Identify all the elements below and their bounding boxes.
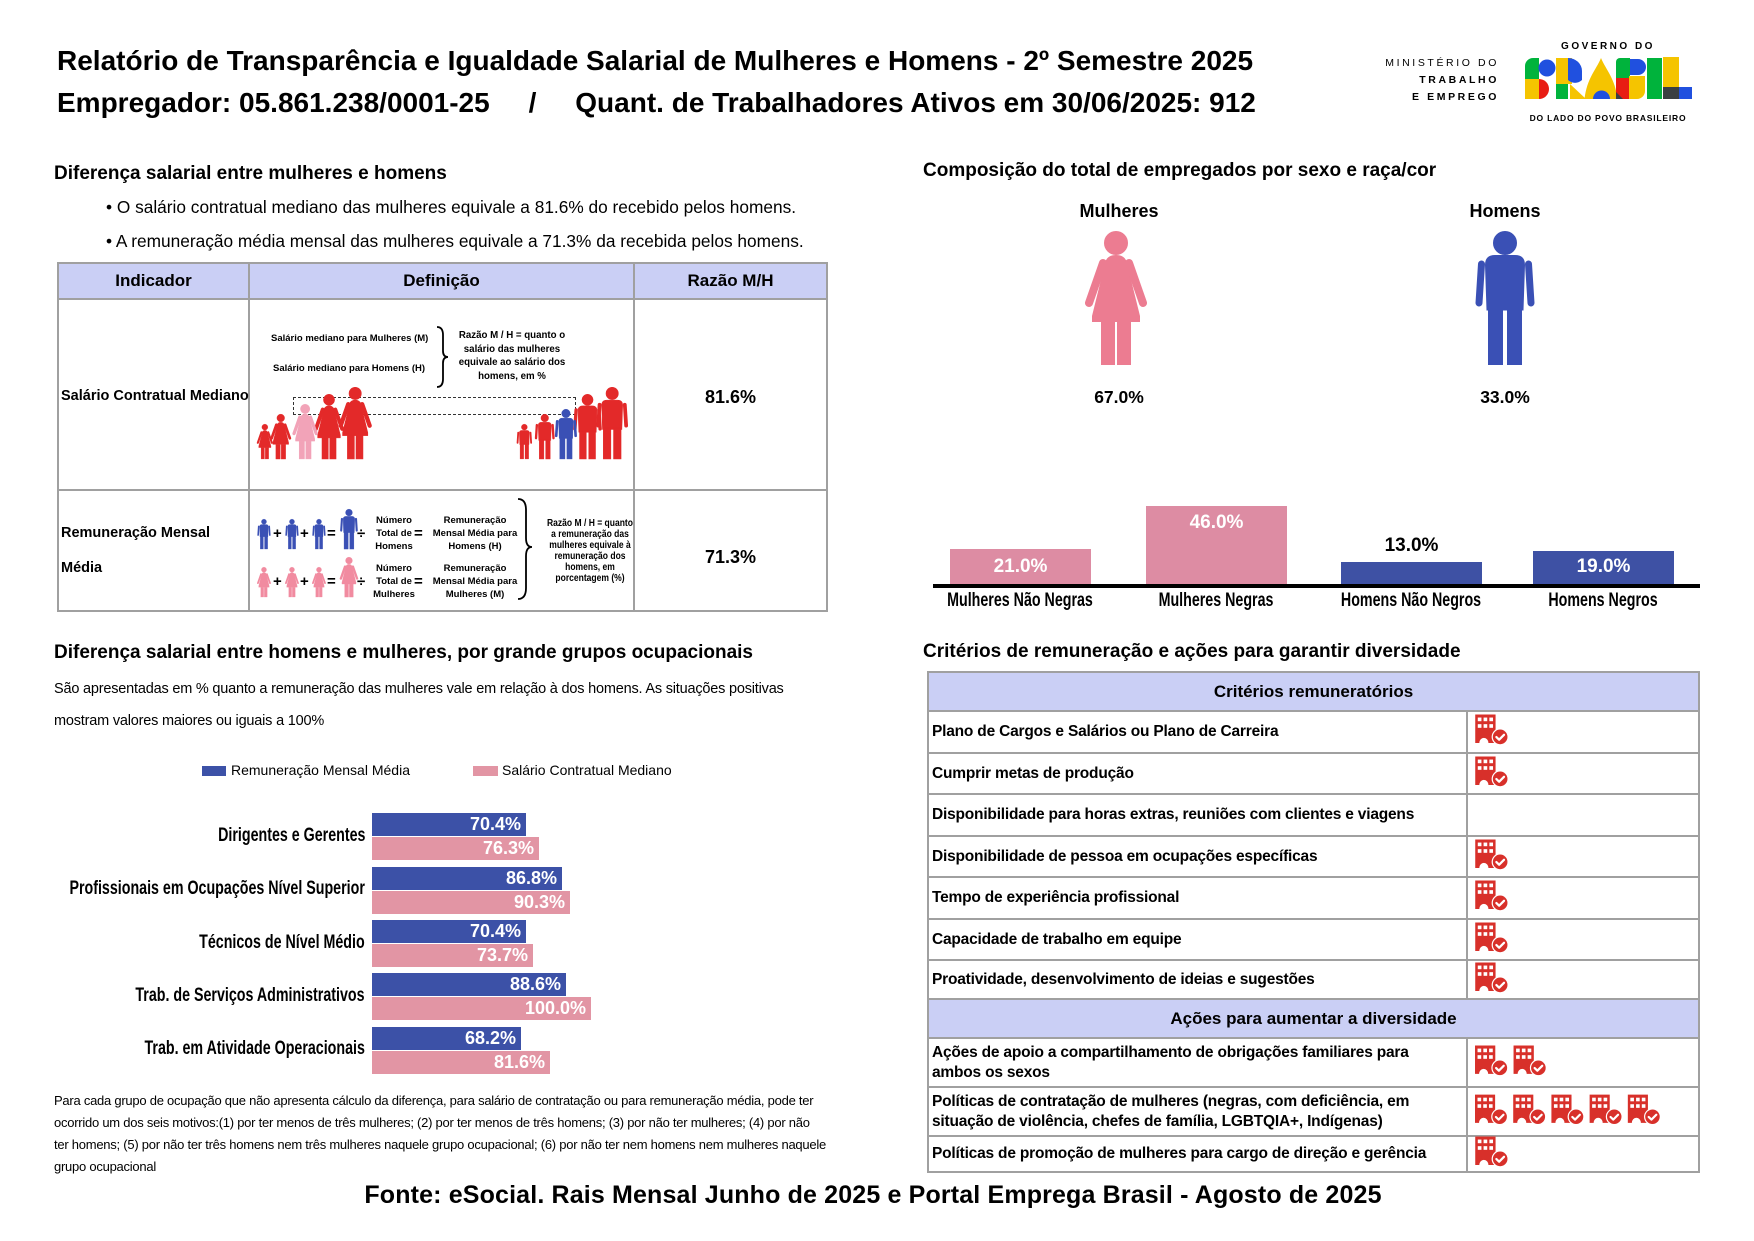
svg-text:DO LADO DO POVO BRASILEIRO: DO LADO DO POVO BRASILEIRO [1530, 113, 1687, 123]
svg-text:GOVERNO DO: GOVERNO DO [1561, 41, 1655, 52]
